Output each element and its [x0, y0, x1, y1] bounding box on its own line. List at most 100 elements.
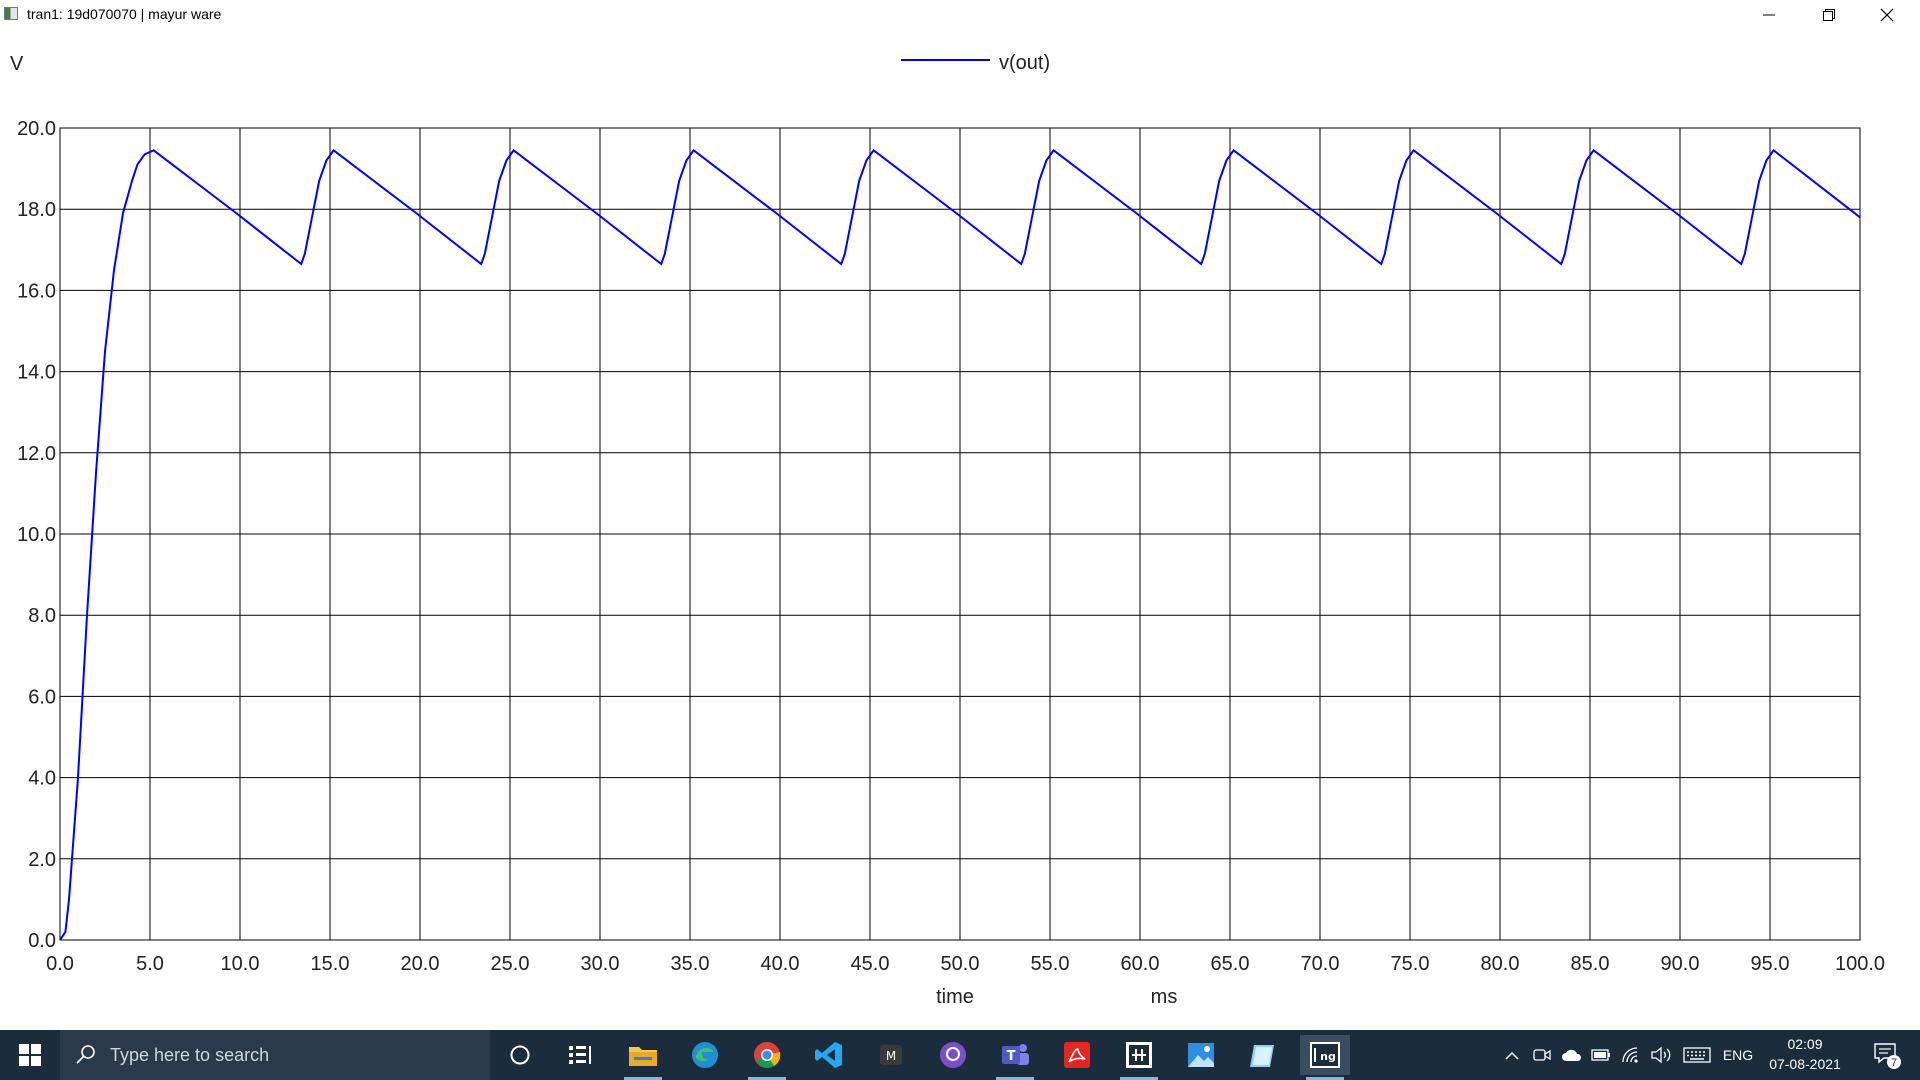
close-icon: [1880, 8, 1894, 22]
x-tick-label: 60.0: [1121, 953, 1160, 975]
window-titlebar: tran1: 19d070070 | mayur ware: [0, 0, 1920, 30]
clock-date: 07-08-2021: [1769, 1056, 1841, 1072]
github-icon: [940, 1042, 966, 1068]
close-button[interactable]: [1858, 0, 1916, 30]
x-tick-label: 5.0: [136, 953, 164, 975]
cloud-icon: [1562, 1049, 1582, 1061]
touch-keyboard-button[interactable]: [1680, 1030, 1714, 1080]
notepad-icon: [1250, 1045, 1274, 1067]
x-tick-label: 30.0: [581, 953, 620, 975]
terminal-button[interactable]: M: [866, 1035, 916, 1075]
file-explorer-button[interactable]: [618, 1035, 668, 1080]
github-button[interactable]: [928, 1035, 978, 1075]
y-tick-label: 0.0: [28, 930, 56, 952]
circuit-app-button[interactable]: [1114, 1035, 1164, 1080]
onedrive-button[interactable]: [1558, 1030, 1586, 1080]
y-tick-label: 16.0: [17, 280, 56, 302]
chevron-up-icon: [1505, 1051, 1519, 1060]
window-title: tran1: 19d070070 | mayur ware: [27, 6, 222, 22]
task-view-icon: [569, 1046, 591, 1064]
y-tick-label: 14.0: [17, 362, 56, 384]
svg-text:T: T: [1007, 1049, 1016, 1064]
language-indicator[interactable]: ENG: [1722, 1047, 1754, 1063]
show-hidden-icons-button[interactable]: [1500, 1030, 1524, 1080]
notification-icon: 7: [1874, 1043, 1901, 1069]
x-axis-unit: ms: [1151, 986, 1178, 1008]
legend-label-v-out: v(out): [999, 52, 1050, 74]
y-tick-label: 12.0: [17, 443, 56, 465]
notification-count: 7: [1891, 1057, 1897, 1069]
chrome-icon: [754, 1042, 781, 1068]
restore-button[interactable]: [1800, 0, 1858, 30]
photos-button[interactable]: [1176, 1035, 1226, 1075]
keyboard-icon: [1683, 1047, 1711, 1063]
x-tick-label: 45.0: [851, 953, 890, 975]
wifi-icon: [1622, 1047, 1638, 1063]
search-placeholder: Type here to search: [110, 1044, 270, 1065]
series-line-v-out: [59, 148, 1861, 941]
x-tick-label: 15.0: [311, 953, 350, 975]
task-view-button[interactable]: [555, 1035, 605, 1075]
x-tick-label: 40.0: [761, 953, 800, 975]
y-tick-label: 10.0: [17, 524, 56, 546]
notifications-button[interactable]: 7: [1862, 1030, 1912, 1080]
search-box[interactable]: Type here to search: [60, 1030, 490, 1080]
notepad-button[interactable]: [1238, 1035, 1288, 1075]
ngspice-button[interactable]: ng: [1300, 1035, 1350, 1080]
transient-plot[interactable]: 0.0 5.0 10.0 15.0 20.0 25.0 30.0 35.0 40.0 45.0 50…: [0, 30, 1920, 1030]
windows-icon: [19, 1044, 41, 1066]
y-tick-label: 20.0: [17, 118, 56, 140]
x-tick-label: 80.0: [1481, 953, 1520, 975]
terminal-icon: M: [880, 1045, 902, 1065]
circuit-app-icon: [1126, 1042, 1152, 1068]
camera-icon: [1533, 1049, 1551, 1061]
x-tick-label: 70.0: [1301, 953, 1340, 975]
teams-icon: T: [1002, 1044, 1029, 1065]
cortana-button[interactable]: [495, 1035, 545, 1075]
acrobat-button[interactable]: [1052, 1035, 1102, 1075]
y-tick-label: 6.0: [28, 686, 56, 708]
x-tick-label: 35.0: [671, 953, 710, 975]
edge-icon: [692, 1042, 718, 1068]
x-tick-label: 100.0: [1835, 953, 1885, 975]
acrobat-icon: [1064, 1042, 1090, 1068]
start-button[interactable]: [0, 1030, 60, 1080]
minimize-button[interactable]: [1740, 0, 1798, 30]
plot-frame: [59, 127, 1861, 941]
x-tick-label: 50.0: [941, 953, 980, 975]
taskbar: Type here to search: [0, 1030, 1920, 1080]
cortana-icon: [510, 1045, 530, 1065]
volume-button[interactable]: [1648, 1030, 1674, 1080]
file-explorer-icon: [629, 1047, 657, 1066]
taskbar-clock[interactable]: 02:09 07-08-2021: [1755, 1030, 1855, 1080]
photos-icon: [1188, 1043, 1214, 1067]
x-tick-label: 0.0: [46, 953, 74, 975]
clock-time: 02:09: [1787, 1036, 1823, 1052]
x-tick-label: 95.0: [1751, 953, 1790, 975]
y-tick-label: 18.0: [17, 199, 56, 221]
axis-ticks: 0.0 5.0 10.0 15.0 20.0 25.0 30.0 35.0 40.0 45.0 50…: [17, 118, 1885, 975]
battery-button[interactable]: [1588, 1030, 1614, 1080]
ngspice-icon: ng: [1310, 1042, 1340, 1068]
minimize-icon: [1763, 14, 1775, 16]
x-axis-label: time: [936, 986, 974, 1008]
teams-button[interactable]: T: [990, 1035, 1040, 1080]
x-tick-label: 25.0: [491, 953, 530, 975]
battery-icon: [1591, 1049, 1610, 1061]
y-tick-label: 8.0: [28, 605, 56, 627]
app-icon: [4, 7, 18, 20]
meet-now-button[interactable]: [1530, 1030, 1554, 1080]
y-axis-label: V: [10, 53, 24, 75]
vscode-icon: [815, 1042, 842, 1068]
edge-button[interactable]: [680, 1035, 730, 1075]
chrome-button[interactable]: [742, 1035, 792, 1080]
plot-grid: [59, 127, 1861, 941]
y-tick-label: 4.0: [28, 768, 56, 790]
vscode-button[interactable]: [804, 1035, 854, 1075]
network-button[interactable]: [1618, 1030, 1644, 1080]
x-tick-label: 85.0: [1571, 953, 1610, 975]
search-icon: [76, 1045, 95, 1064]
x-tick-label: 65.0: [1211, 953, 1250, 975]
x-tick-label: 90.0: [1661, 953, 1700, 975]
x-tick-label: 55.0: [1031, 953, 1070, 975]
